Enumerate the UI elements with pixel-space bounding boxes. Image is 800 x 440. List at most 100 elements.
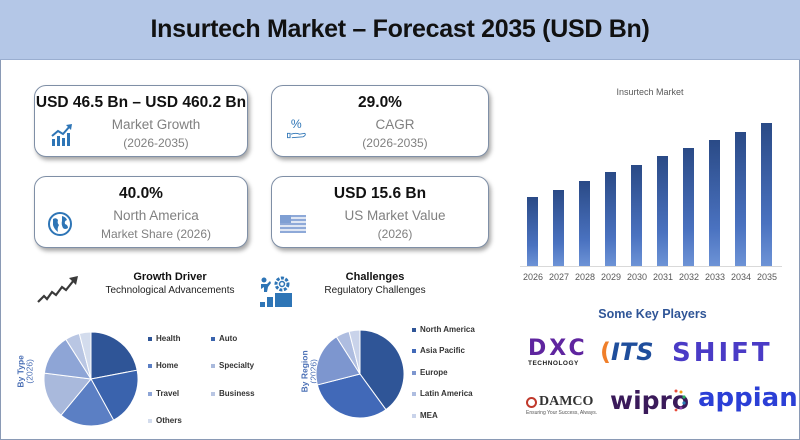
shift-logo: SHIFT	[672, 338, 773, 368]
x-tick-label: 2032	[678, 272, 700, 282]
challenges-text: Regulatory Challenges	[324, 285, 426, 296]
legend-swatch	[412, 370, 416, 375]
bar-chart-title: Insurtech Market	[616, 87, 684, 97]
legend-swatch	[412, 327, 416, 332]
x-tick-label: 2027	[548, 272, 570, 282]
north-america-share-card: 40.0% North America Market Share (2026)	[34, 176, 248, 248]
pie-slice-asia-pacific	[316, 373, 387, 419]
challenges-heading: Challenges	[345, 271, 405, 283]
legend-swatch	[211, 391, 215, 396]
by-region-pie-chart	[315, 329, 405, 419]
legend-label: Home	[156, 361, 179, 370]
person-climbing-gear-icon	[260, 276, 292, 307]
globe-icon	[48, 212, 72, 236]
growth-driver: Growth Driver Technological Advancements	[100, 271, 240, 296]
x-tick-label: 2031	[652, 272, 674, 282]
us-market-value-card: USD 15.6 Bn US Market Value (2026)	[271, 176, 489, 248]
damco-logo: DAMCO Ensuring Your Success, Always.	[526, 394, 598, 416]
legend-item: Auto	[211, 334, 237, 343]
card-sub: Market Share (2026)	[100, 227, 212, 241]
legend-swatch	[148, 363, 152, 368]
legend-item: Specialty	[211, 361, 254, 370]
challenges: Challenges Regulatory Challenges	[320, 271, 430, 296]
legend-item: Others	[148, 416, 182, 425]
card-value: 40.0%	[119, 185, 163, 202]
pie-slice-specialty	[43, 372, 92, 416]
wipro-dots-icon	[672, 388, 686, 414]
card-value: USD 46.5 Bn – USD 460.2 Bn	[35, 94, 247, 111]
by-type-pie-chart	[43, 331, 139, 427]
bar-2033	[709, 139, 720, 266]
market-growth-card: USD 46.5 Bn – USD 460.2 Bn Market Growth…	[34, 85, 248, 157]
cagr-card: 29.0% % CAGR (2026-2035)	[271, 85, 489, 157]
bar-2031	[657, 155, 668, 266]
pie-slice-mea	[348, 329, 361, 375]
bar-2028	[579, 180, 590, 266]
legend-swatch	[412, 348, 416, 353]
pie-slice-north-america	[359, 329, 405, 411]
growth-driver-heading: Growth Driver	[133, 271, 207, 283]
bar-2030	[631, 164, 642, 266]
bar-2029	[605, 172, 616, 266]
legend-item: Asia Pacific	[412, 346, 465, 355]
insurtech-market-bar-chart	[520, 100, 782, 267]
legend-swatch	[148, 336, 152, 341]
legend-label: Auto	[219, 334, 238, 343]
x-tick-label: 2030	[626, 272, 648, 282]
growth-chart-icon	[51, 124, 72, 146]
its-logo: (ITS	[600, 338, 654, 366]
dxc-technology-logo: DXC TECHNOLOGY	[528, 336, 588, 368]
card-value: 29.0%	[358, 94, 402, 111]
pie-slice-home	[60, 378, 115, 427]
legend-label: Travel	[156, 389, 180, 398]
card-sub: (2026-2035)	[123, 136, 189, 150]
legend-item: North America	[412, 325, 475, 334]
pie-slice-health	[90, 331, 138, 380]
card-sub: (2026-2035)	[362, 136, 428, 150]
legend-item: Home	[148, 361, 178, 370]
pie-slice-others	[78, 331, 92, 380]
legend-label: Health	[156, 334, 181, 343]
us-flag-icon	[280, 215, 306, 233]
svg-text:%: %	[291, 117, 302, 131]
bar-2032	[683, 147, 694, 266]
legend-item: Travel	[148, 389, 179, 398]
x-tick-label: 2026	[522, 272, 544, 282]
key-players-title: Some Key Players	[598, 307, 707, 321]
legend-swatch	[211, 336, 215, 341]
card-label: US Market Value	[344, 208, 446, 223]
legend-label: Europe	[420, 368, 448, 377]
by-region-legend: North America Asia Pacific Europe Latin Ame…	[412, 325, 502, 425]
card-label: CAGR	[375, 117, 415, 132]
x-tick-label: 2035	[756, 272, 778, 282]
card-sub: (2026)	[377, 227, 413, 241]
bar-2026	[527, 196, 538, 266]
pie-slice-europe	[315, 336, 361, 386]
pie-slice-auto	[90, 369, 139, 421]
legend-swatch	[412, 391, 416, 396]
growth-driver-text: Technological Advancements	[105, 285, 235, 296]
x-tick-label: 2029	[600, 272, 622, 282]
legend-swatch	[148, 391, 152, 396]
appian-logo: appian	[698, 383, 798, 413]
by-type-axis-label: By Type (2026)	[15, 355, 35, 388]
percent-hand-icon: %	[287, 117, 306, 139]
legend-swatch	[148, 418, 152, 423]
bar-2027	[553, 189, 564, 266]
legend-item: Business	[211, 389, 255, 398]
legend-item: Health	[148, 334, 180, 343]
by-type-legend: Health Auto Home Specialty Travel Business Oth…	[148, 334, 278, 434]
page-title: Insurtech Market – Forecast 2035 (USD Bn…	[150, 15, 650, 43]
legend-label: Business	[219, 389, 255, 398]
card-label: North America	[113, 208, 199, 223]
legend-label: North America	[420, 325, 475, 334]
title-band: Insurtech Market – Forecast 2035 (USD Bn…	[0, 0, 800, 60]
x-tick-label: 2033	[704, 272, 726, 282]
legend-swatch	[412, 413, 416, 418]
x-tick-label: 2034	[730, 272, 752, 282]
legend-label: Others	[156, 416, 182, 425]
legend-label: MEA	[420, 411, 438, 420]
card-label: Market Growth	[111, 117, 201, 132]
wipro-logo: wipro	[610, 386, 690, 415]
legend-swatch	[211, 363, 215, 368]
